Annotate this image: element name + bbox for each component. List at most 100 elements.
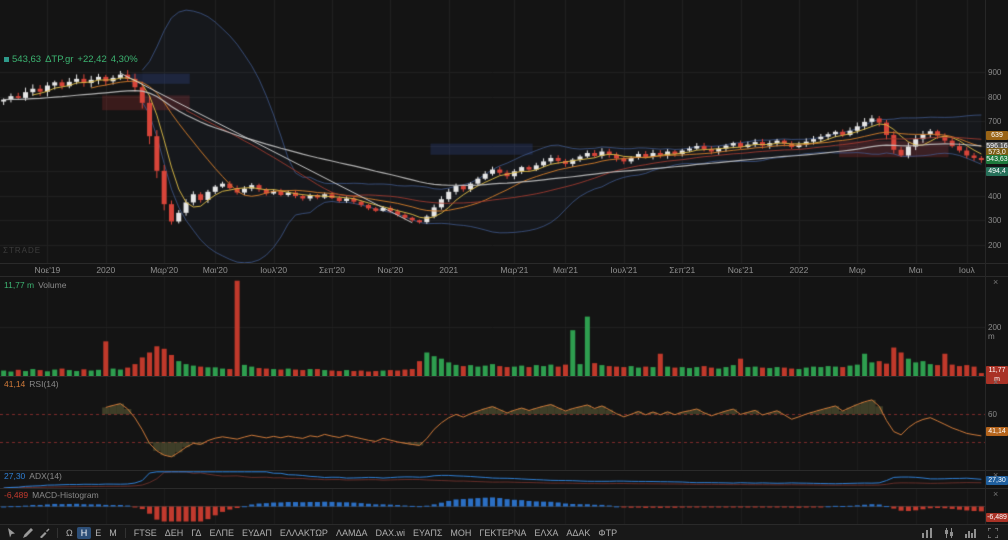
panel-divider [0,263,1008,264]
rsi-indicator-label: 41,14 RSI(14) [4,379,59,389]
volume-indicator-label: 11,77 m Volume [4,280,66,290]
price-badge: 639 [986,131,1008,141]
time-axis-label: Νοε'21 [727,265,754,275]
time-axis-label: Μαι'20 [202,265,228,275]
axis-divider [985,0,986,524]
price-change-pct: 4,30% [110,54,138,65]
rsi-badge: 41,14 [986,426,1008,436]
price-badge: 596,16 [986,142,1008,152]
price-badge: 543,63 [986,155,1008,165]
main-price-chart[interactable] [0,0,985,263]
macd-panel-chart[interactable] [0,489,985,524]
macd-indicator-label: -6,489 MACD-Histogram [4,490,99,500]
panel-divider [0,376,1008,377]
time-axis-label: Σεπ'21 [669,265,696,275]
ticker-tab-FTSE[interactable]: FTSE [130,527,161,539]
last-price: 543,63 [12,54,42,65]
time-axis-label: 2020 [96,265,116,275]
time-axis-label: Μαρ [848,265,866,275]
ticker-tab-ΕΥΑΠΣ[interactable]: ΕΥΑΠΣ [409,527,446,539]
price-axis-label: 300 [988,216,1002,226]
panel-divider [0,470,1008,471]
brush-icon[interactable] [37,526,53,539]
ticker-tab-ΑΔΑΚ[interactable]: ΑΔΑΚ [562,527,594,539]
panel-divider [0,488,1008,489]
timeframe-Ω-button[interactable]: Ω [62,527,77,539]
panel-divider [0,276,1008,277]
time-axis-label: 2021 [439,265,459,275]
price-badge: 494,4 [986,167,1008,177]
time-axis-label: Μαι [908,265,923,275]
time-axis-label: 2022 [789,265,809,275]
adx-badge: 27,30 [986,476,1008,485]
expand-icon[interactable] [985,526,1001,539]
bar-chart-icon[interactable] [919,526,935,539]
macd-name: MACD-Histogram [32,490,99,500]
adx-indicator-label: 27,30 ADX(14) [4,471,62,481]
volume-badge: 11,77 m [986,366,1008,384]
adx-value: 27,30 [4,471,26,481]
ticker-tab-ΕΛΧΑ[interactable]: ΕΛΧΑ [530,527,562,539]
ticker-tab-ΛΑΜΔΑ[interactable]: ΛΑΜΔΑ [332,527,372,539]
price-axis[interactable]: 900800700600500400300200639596,16573,054… [986,0,1008,524]
adx-panel-chart[interactable] [0,471,985,488]
ticker-tab-ΜΟΗ[interactable]: ΜΟΗ [446,527,475,539]
close-macd-panel-button[interactable]: × [993,489,999,499]
time-axis-label: Μαρ'21 [500,265,529,275]
volume-axis-label: 200 m [988,322,1002,341]
timeframe-Η-button[interactable]: Η [76,526,92,539]
ticker-tab-ΦΤΡ[interactable]: ΦΤΡ [594,527,621,539]
symbol-marker-icon [4,57,9,62]
symbol-overlay: 543,63 ΔTP.gr +22,42 4,30% [4,54,142,65]
time-axis-label: Σεπ'20 [318,265,345,275]
close-adx-panel-button[interactable]: × [993,470,999,480]
volume-name: Volume [38,280,67,290]
price-axis-label: 200 [988,240,1002,250]
ticker-group: FTSE ΔΕΗ ΓΔ ΕΛΠΕ ΕΥΔΑΠ ΕΛΛΑΚΤΩΡ ΛΑΜΔΑ DAX.wi ΕΥΑ… [130,527,621,539]
time-axis-label: Μαρ'20 [150,265,179,275]
price-axis-label: 800 [988,92,1002,102]
pencil-icon[interactable] [20,526,36,539]
pointer-icon[interactable] [3,526,19,539]
platform-watermark: ΣTRADE [3,246,42,255]
chart-options-group [919,526,1005,539]
rsi-level-label: 60 [988,410,997,420]
close-rsi-panel-button[interactable]: × [993,377,999,387]
timeframe-Ε-button[interactable]: Ε [91,527,105,539]
ticker-tab-DAX.wi[interactable]: DAX.wi [371,527,409,539]
time-axis[interactable]: Νοε'19 2020 Μαρ'20 Μαι'20 Ιουλ'20 Σεπ'20 Νοε'2… [0,264,985,276]
time-axis-label: Ιουλ'21 [610,265,638,275]
time-axis-label: Νοε'19 [34,265,61,275]
volume-value: 11,77 m [4,280,35,290]
timeframe-Μ-button[interactable]: Μ [105,527,121,539]
time-axis-label: Ιουλ'20 [260,265,288,275]
ticker-tab-ΓΔ[interactable]: ΓΔ [187,527,205,539]
ticker-tab-ΕΥΔΑΠ[interactable]: ΕΥΔΑΠ [238,527,276,539]
price-change: +22,42 [77,54,107,65]
price-axis-label: 700 [988,117,1002,127]
rsi-name: RSI(14) [29,379,59,389]
ticker-tab-ΓΕΚΤΕΡΝΑ[interactable]: ΓΕΚΤΕΡΝΑ [475,527,530,539]
macd-value: -6,489 [4,490,29,500]
adx-name: ADX(14) [29,471,62,481]
toolbar-separator [124,527,126,538]
ticker-tab-ΕΛΛΑΚΤΩΡ[interactable]: ΕΛΛΑΚΤΩΡ [276,527,332,539]
histogram-icon[interactable] [963,526,979,539]
rsi-value: 41,14 [4,379,26,389]
time-axis-label: Νοε'20 [377,265,404,275]
toolbar-separator [57,527,58,538]
time-axis-label: Ιουλ [958,265,975,275]
price-badge: 573,0 [986,147,1008,157]
symbol-name: ΔTP.gr [45,54,74,65]
candlestick-icon[interactable] [941,526,957,539]
ticker-tab-ΕΛΠΕ[interactable]: ΕΛΠΕ [205,527,238,539]
ticker-tab-ΔΕΗ[interactable]: ΔΕΗ [161,527,188,539]
time-axis-label: Μαι'21 [552,265,578,275]
toolbar-divider [0,524,1008,525]
macd-badge: -6,489 [986,513,1008,522]
volume-panel-chart[interactable] [0,277,985,376]
close-volume-panel-button[interactable]: × [993,277,999,287]
rsi-panel-chart[interactable] [0,377,985,470]
